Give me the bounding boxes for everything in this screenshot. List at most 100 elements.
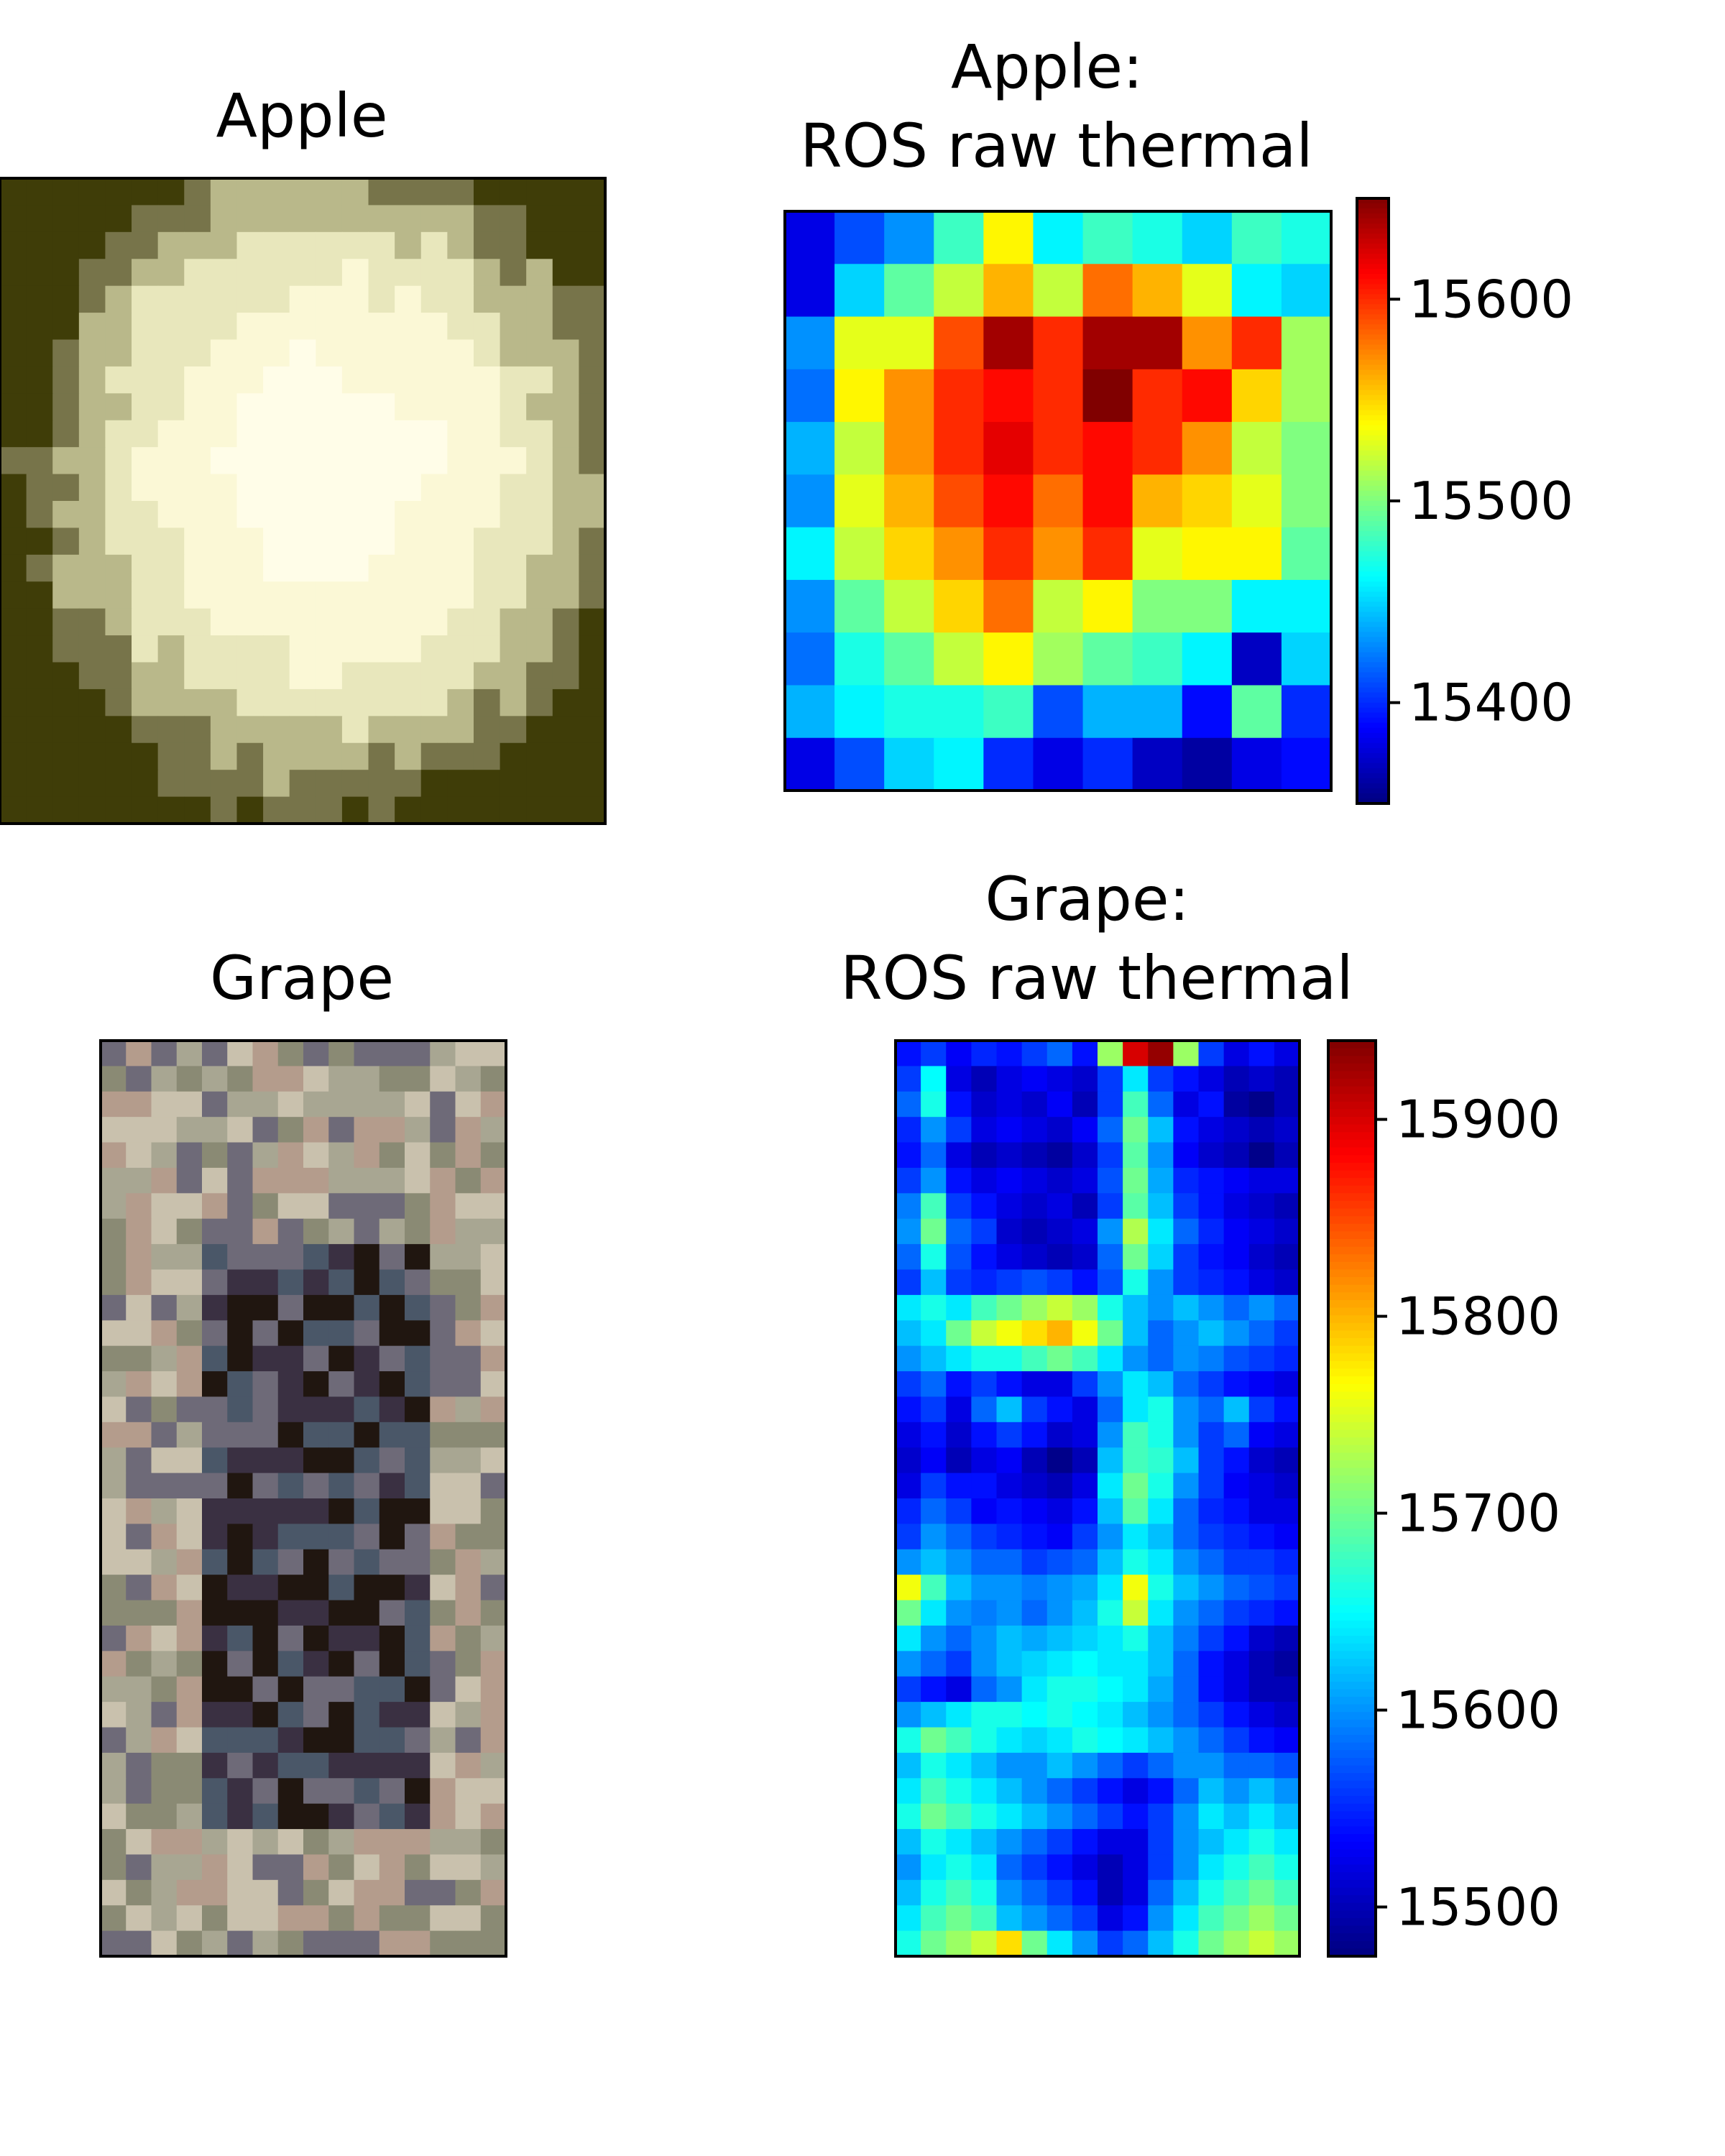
grape-thermal-cell (1274, 1041, 1300, 1067)
apple-photo-pixel (0, 393, 27, 421)
apple-photo-pixel (236, 178, 264, 206)
apple-photo-pixel (105, 635, 132, 663)
grape-photo-pixel (202, 1041, 228, 1067)
apple-colorbar-gradient-step (1357, 551, 1389, 557)
apple-photo-pixel (289, 662, 316, 690)
grape-thermal-cell (1198, 1142, 1225, 1169)
grape-photo-pixel (379, 1320, 405, 1347)
grape-photo-pixel (480, 1066, 507, 1092)
grape-photo-pixel (354, 1473, 380, 1499)
apple-thermal-cell (1281, 632, 1332, 686)
grape-thermal-cell (1021, 1142, 1048, 1169)
grape-photo-pixel (101, 1651, 126, 1677)
grape-photo-pixel (455, 1117, 482, 1143)
apple-colorbar-gradient-step (1357, 284, 1389, 290)
apple-thermal-cell (785, 264, 835, 318)
apple-photo-pixel (395, 366, 422, 394)
grape-photo-pixel (303, 1167, 329, 1194)
grape-photo-pixel (303, 1930, 329, 1957)
apple-photo-pixel (263, 528, 290, 556)
grape-thermal-cell (896, 1676, 921, 1703)
apple-photo-pixel (500, 742, 527, 770)
apple-thermal-cell (983, 685, 1034, 739)
grape-thermal-cell (1148, 1625, 1174, 1651)
grape-thermal-cell (1148, 1829, 1174, 1856)
grape-thermal-cell (1198, 1625, 1225, 1651)
grape-photo-pixel (126, 1294, 152, 1321)
grape-photo-pixel (227, 1930, 254, 1957)
grape-photo-pixel (455, 1218, 482, 1245)
grape-photo-pixel (379, 1930, 405, 1957)
apple-photo-pixel (52, 420, 80, 448)
grape-photo-pixel (379, 1651, 405, 1677)
apple-colorbar-gradient-step (1357, 566, 1389, 572)
apple-colorbar-gradient-step (1357, 314, 1389, 320)
grape-photo-pixel (405, 1218, 431, 1245)
grape-photo-pixel (202, 1345, 228, 1372)
grape-photo-pixel (151, 1676, 178, 1703)
grape-photo-pixel (101, 1167, 126, 1194)
grape-photo-pixel (252, 1803, 279, 1830)
grape-photo-pixel (430, 1651, 456, 1677)
apple-photo-pixel (500, 635, 527, 663)
grape-colorbar-gradient-step (1328, 1475, 1376, 1484)
grape-photo-pixel (480, 1396, 507, 1423)
grape-colorbar-gradient-step (1328, 1086, 1376, 1095)
grape-thermal-cell (1223, 1930, 1250, 1957)
grape-thermal-cell (1098, 1218, 1123, 1245)
apple-thermal-cell (1033, 737, 1084, 791)
grape-photo-pixel (151, 1752, 178, 1779)
apple-photo-pixel (368, 688, 395, 717)
grape-colorbar-gradient-step (1328, 1094, 1376, 1102)
apple-photo-pixel (368, 259, 395, 287)
grape-photo-pixel (151, 1829, 178, 1856)
grape-thermal-cell (1072, 1854, 1098, 1881)
grape-photo-pixel (101, 1473, 126, 1499)
apple-photo-pixel (289, 501, 316, 529)
apple-photo-pixel (552, 366, 579, 394)
grape-photo-pixel (176, 1752, 203, 1779)
grape-photo-pixel (328, 1269, 355, 1296)
apple-photo-pixel (132, 178, 159, 206)
grape-thermal-cell (1098, 1905, 1123, 1932)
apple-photo-pixel (210, 770, 238, 798)
apple-photo-pixel (395, 339, 422, 367)
grape-photo-pixel (151, 1600, 178, 1626)
grape-thermal-cell (1072, 1625, 1098, 1651)
grape-photo-pixel (176, 1702, 203, 1728)
grape-photo-pixel (354, 1244, 380, 1271)
grape-thermal-cell (896, 1879, 921, 1906)
grape-thermal-cell (1148, 1396, 1174, 1423)
apple-colorbar-gradient-step (1357, 299, 1389, 305)
apple-photo-pixel (132, 796, 159, 824)
apple-photo-pixel (316, 688, 343, 717)
grape-photo-pixel (227, 1524, 254, 1550)
grape-photo-pixel (176, 1142, 203, 1169)
grape-colorbar-gradient-step (1328, 1605, 1376, 1613)
grape-photo-pixel (151, 1142, 178, 1169)
apple-thermal-cell (1082, 264, 1133, 318)
grape-photo-pixel (277, 1422, 304, 1448)
apple-photo-pixel (26, 770, 53, 798)
grape-photo-pixel (101, 1041, 126, 1067)
apple-photo-pixel (184, 339, 211, 367)
apple-photo-pixel (526, 393, 553, 421)
grape-photo-pixel (101, 1930, 126, 1957)
apple-photo-pixel (263, 366, 290, 394)
grape-photo-pixel (480, 1041, 507, 1067)
grape-photo-pixel (379, 1524, 405, 1550)
apple-photo-pixel (420, 581, 448, 609)
apple-colorbar-gradient-step (1357, 490, 1389, 497)
grape-photo-title: Grape (210, 943, 394, 1013)
grape-photo-pixel (430, 1193, 456, 1220)
apple-photo-pixel (316, 770, 343, 798)
grape-photo-pixel (354, 1294, 380, 1321)
grape-colorbar-gradient-step (1328, 1284, 1376, 1293)
apple-photo-pixel (368, 635, 395, 663)
grape-photo-pixel (480, 1294, 507, 1321)
grape-photo-pixel (430, 1244, 456, 1271)
grape-photo-pixel (151, 1778, 178, 1805)
grape-photo-pixel (277, 1879, 304, 1906)
apple-thermal-cell (1033, 369, 1084, 423)
